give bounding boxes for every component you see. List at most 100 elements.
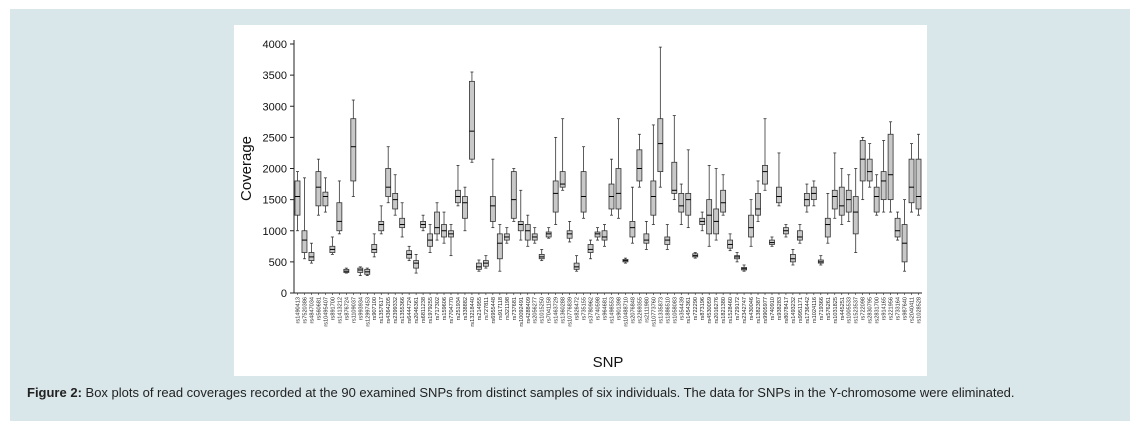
- x-tick-label: rs717302: [435, 297, 441, 320]
- box: [601, 230, 608, 241]
- box: [762, 164, 768, 185]
- x-tick-label: rs1463729: [554, 297, 560, 323]
- box: [434, 211, 440, 235]
- box: [587, 244, 594, 253]
- x-tick-label: rs1493232: [791, 297, 797, 323]
- x-tick-label: rs1028528: [917, 297, 923, 323]
- y-tick-label: 3000: [263, 101, 287, 113]
- x-tick-label: rs1109037: [351, 297, 357, 323]
- box: [510, 171, 517, 219]
- x-tick-label: rs8078417: [784, 297, 790, 323]
- x-tick-label: rs722290: [693, 297, 699, 320]
- x-tick-label: rs2016276: [714, 297, 720, 323]
- x-tick-label: rs4847034: [309, 297, 315, 323]
- box: [496, 233, 503, 260]
- x-tick-label: rs10776839: [568, 297, 574, 327]
- x-tick-label: rs7041158: [547, 297, 553, 323]
- x-tick-label: rs729172: [735, 297, 741, 320]
- x-tick-label: rs6444724: [407, 297, 413, 323]
- x-tick-label: rs987640: [903, 297, 909, 320]
- x-tick-label: rs2111980: [644, 297, 650, 323]
- x-tick-label: rs12997453: [365, 297, 371, 327]
- x-tick-label: rs6955448: [491, 297, 497, 323]
- x-tick-label: rs10092491: [519, 297, 525, 327]
- x-tick-label: rs891700: [330, 297, 336, 320]
- box: [378, 221, 385, 232]
- x-tick-label: rs1821380: [721, 297, 727, 323]
- figure-label: Figure 2:: [27, 385, 82, 400]
- box: [880, 171, 887, 201]
- x-tick-label: rs2342747: [742, 297, 748, 323]
- y-tick-label: 1000: [263, 226, 287, 238]
- box: [866, 158, 873, 182]
- x-tick-label: rs4364205: [386, 297, 392, 323]
- y-tick-label: 500: [269, 257, 287, 269]
- box: [915, 158, 922, 210]
- box: [629, 221, 636, 238]
- x-tick-label: rs2056277: [533, 297, 539, 323]
- box: [894, 217, 901, 238]
- box: [566, 230, 573, 239]
- x-tick-label: rs876724: [344, 297, 350, 320]
- box: [392, 192, 399, 210]
- x-tick-label: rs214955: [477, 297, 483, 320]
- x-tick-label: rs1335873: [658, 297, 664, 323]
- y-tick-label: 1500: [263, 195, 287, 207]
- x-tick-label: rs1736442: [805, 297, 811, 323]
- box: [845, 189, 852, 213]
- x-tick-label: rs251934: [456, 297, 462, 320]
- x-tick-label: rs1031825: [833, 297, 839, 323]
- x-tick-label: rs917118: [498, 297, 504, 320]
- x-tick-label: rs1015250: [540, 297, 546, 323]
- box: [371, 244, 378, 253]
- x-tick-label: rs6811238: [421, 297, 427, 323]
- x-tick-label: rs430046: [749, 297, 755, 320]
- x-tick-label: rs7520386: [302, 297, 308, 323]
- x-tick-label: rs354439: [679, 297, 685, 320]
- x-tick-label: rs7704770: [449, 297, 455, 323]
- x-tick-label: rs2831700: [875, 297, 881, 323]
- box: [301, 230, 308, 253]
- x-tick-label: rs445251: [840, 297, 846, 320]
- x-tick-label: rs901398: [616, 297, 622, 320]
- box: [573, 262, 580, 270]
- x-tick-label: rs907100: [372, 297, 378, 320]
- x-tick-label: rs1360288: [561, 297, 567, 323]
- y-tick-label: 0: [281, 288, 287, 300]
- box: [720, 189, 727, 213]
- box: [852, 196, 859, 235]
- x-tick-label: rs733164: [896, 297, 902, 320]
- x-tick-label: rs873196: [700, 297, 706, 320]
- box: [650, 180, 657, 216]
- box: [657, 118, 664, 173]
- x-tick-label: rs1058083: [672, 297, 678, 323]
- x-tick-label: rs321198: [505, 297, 511, 320]
- x-tick-label: rs740910: [770, 297, 776, 320]
- box: [859, 140, 866, 182]
- box: [824, 217, 831, 238]
- x-tick-label: rs826472: [575, 297, 581, 320]
- x-tick-label: rs719366: [819, 297, 825, 320]
- x-tick-label: rs938283: [777, 297, 783, 320]
- box: [706, 199, 713, 235]
- box: [399, 217, 406, 229]
- y-tick-label: 2000: [263, 164, 287, 176]
- y-tick-label: 4000: [263, 39, 287, 51]
- x-tick-label: rs1528460: [728, 297, 734, 323]
- x-tick-label: rs727811: [484, 297, 490, 320]
- box: [524, 224, 531, 241]
- box: [838, 186, 845, 216]
- box: [315, 171, 322, 207]
- box: [831, 189, 838, 210]
- box: [776, 186, 782, 204]
- x-tick-label: rs1979255: [428, 297, 434, 323]
- x-tick-label: rs13218440: [470, 297, 476, 327]
- y-axis-label: Coverage: [238, 136, 255, 201]
- x-tick-label: rs1355366: [400, 297, 406, 323]
- x-tick-label: rs914165: [882, 297, 888, 320]
- box: [615, 168, 622, 210]
- x-axis-label: SNP: [593, 354, 624, 371]
- box: [636, 149, 643, 182]
- x-tick-label: rs9905977: [763, 297, 769, 323]
- box: [790, 254, 796, 263]
